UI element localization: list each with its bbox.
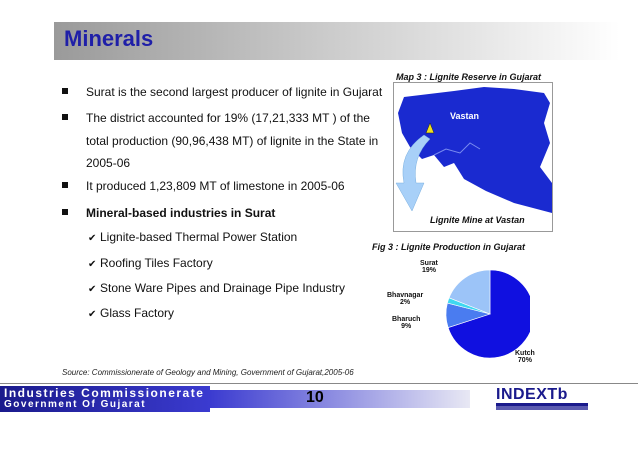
footer-org-name: Industries Commissionerate — [4, 386, 205, 400]
check-icon: ✔ — [88, 259, 97, 270]
figure-caption: Fig 3 : Lignite Production in Gujarat — [372, 242, 525, 252]
map-caption: Map 3 : Lignite Reserve in Gujarat — [396, 72, 542, 82]
sub-item: ✔ Lignite-based Thermal Power Station — [88, 230, 298, 244]
map-graphic — [395, 87, 552, 213]
pie-slice-surat — [448, 269, 491, 315]
footer-org-sub: Government Of Gujarat — [4, 399, 147, 410]
pie-label-kutch: Kutch 70% — [515, 350, 535, 364]
indextb-logo: INDEXTb — [496, 386, 588, 410]
pie-chart — [445, 269, 530, 359]
sub-item: ✔ Glass Factory — [88, 306, 175, 320]
check-icon: ✔ — [88, 284, 97, 295]
check-icon: ✔ — [88, 309, 97, 320]
coastline-detail — [433, 142, 481, 156]
sub-item: ✔ Stone Ware Pipes and Drainage Pipe Indu… — [88, 281, 346, 295]
page-number: 10 — [306, 389, 324, 406]
map-label-vastan: Vastan — [450, 111, 480, 121]
location-marker-icon — [425, 122, 435, 134]
pie-label-surat: Surat 19% — [420, 260, 438, 274]
title-band — [54, 22, 620, 60]
check-icon: ✔ — [88, 233, 97, 244]
pie-slice-kutch — [447, 269, 530, 359]
sub-item: ✔ Roofing Tiles Factory — [88, 256, 213, 270]
pie-label-bharuch: Bharuch 9% — [392, 316, 421, 330]
map-frame: Vastan Lignite Mine at Vastan — [393, 82, 553, 232]
source-note: Source: Commissionerate of Geology and M… — [62, 368, 354, 377]
bullet-marker — [62, 114, 68, 120]
page-title: Minerals — [64, 26, 154, 51]
bullet-marker — [62, 182, 68, 188]
bullet-marker — [62, 88, 68, 94]
gujarat-map-shape — [398, 87, 552, 213]
footer-org-block: Industries Commissionerate Government Of… — [0, 386, 210, 412]
footer-divider — [0, 383, 638, 384]
footer-bar — [210, 390, 470, 408]
map-label-mine: Lignite Mine at Vastan — [430, 215, 525, 225]
pointer-arrow — [395, 134, 431, 212]
pie-label-bhavnagar: Bhavnagar 2% — [387, 292, 424, 306]
bullet-marker — [62, 209, 68, 215]
